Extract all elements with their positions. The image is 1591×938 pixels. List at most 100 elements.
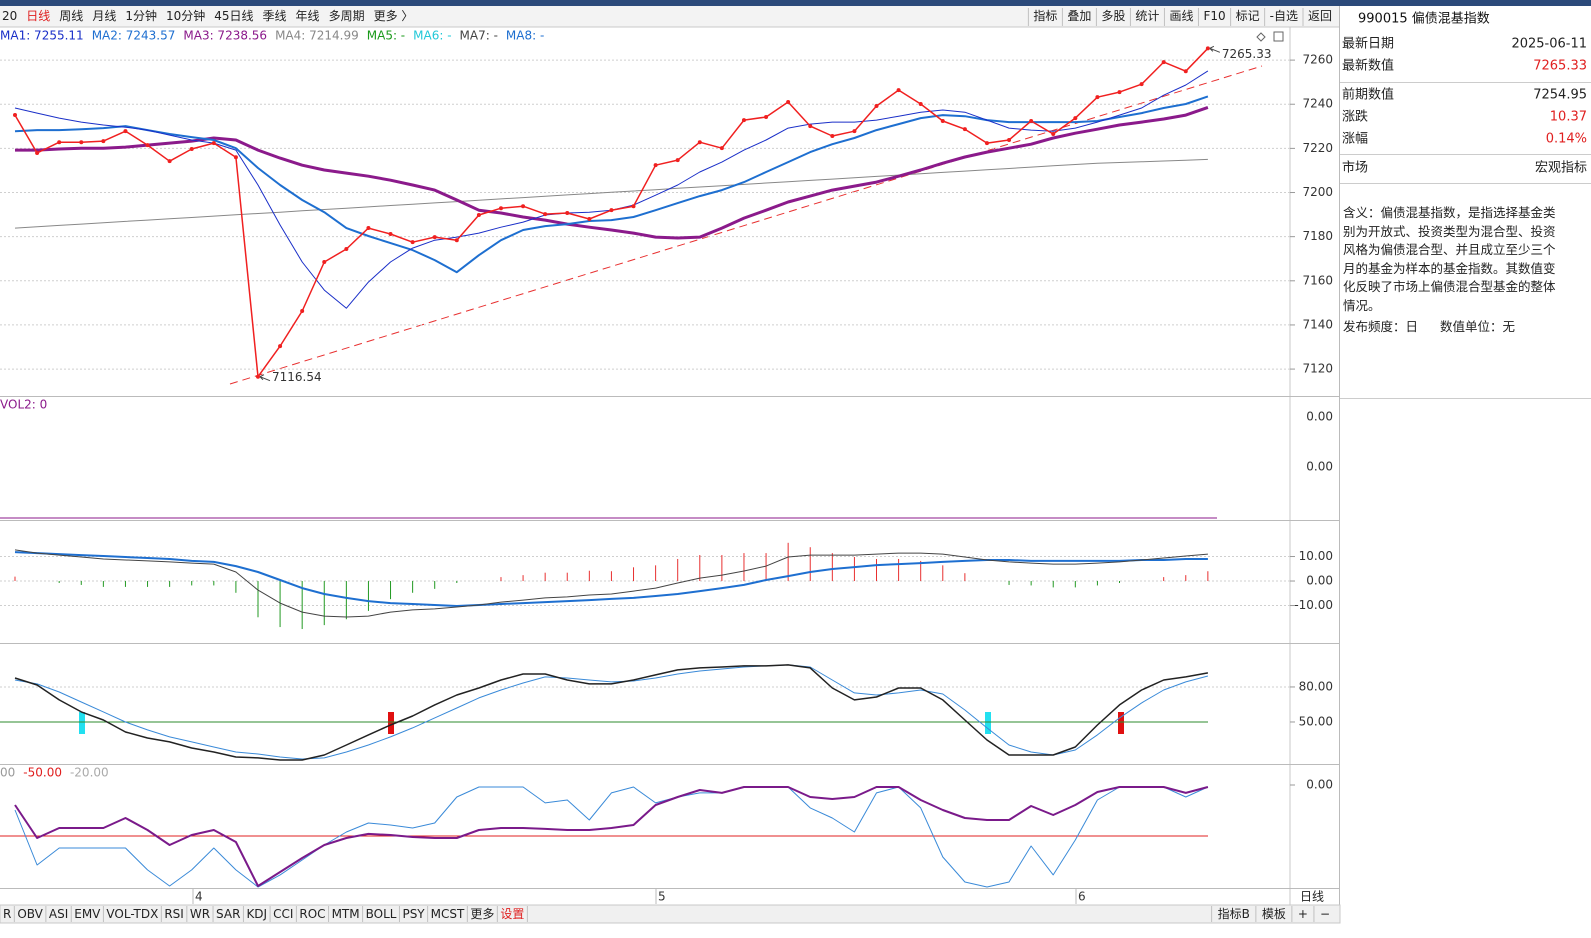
indicator-tab[interactable]: MTM	[332, 907, 360, 921]
y-tick-label: 0.00	[1306, 574, 1333, 588]
indicator-tab[interactable]: SAR	[216, 907, 240, 921]
indicator-tab[interactable]: RSI	[164, 907, 184, 921]
toolbar-item[interactable]: 周线	[59, 9, 83, 23]
price-point	[454, 238, 459, 243]
toolbar-button[interactable]: 多股	[1101, 9, 1125, 23]
toolbar-item[interactable]: 月线	[92, 9, 116, 23]
ma-legend: MA6: -	[413, 29, 451, 43]
toolbar-button[interactable]: 返回	[1308, 9, 1332, 23]
indicator-tab[interactable]: R	[3, 907, 11, 921]
price-point	[476, 213, 481, 218]
indicator-tab[interactable]: BOLL	[366, 907, 397, 921]
price-point	[808, 124, 813, 129]
icon[interactable]	[1256, 32, 1266, 42]
indicator-tab[interactable]: 更多	[470, 907, 494, 921]
y-tick-label: 50.00	[1299, 714, 1333, 728]
info-label: 最新数值	[1342, 58, 1394, 74]
y-tick-label: 7220	[1302, 141, 1333, 155]
x-tick-label: 4	[195, 890, 203, 904]
price-point	[984, 141, 989, 146]
price-point	[344, 247, 349, 252]
price-point	[1073, 116, 1078, 121]
toolbar-item[interactable]: 10分钟	[166, 8, 205, 23]
y-tick-label: -10.00	[1294, 598, 1333, 612]
price-point	[79, 140, 84, 145]
price-point	[675, 158, 680, 163]
price-point	[1183, 69, 1188, 74]
y-tick-label: 7160	[1302, 273, 1333, 287]
series-line	[14, 70, 1209, 309]
info-description: 含义：偏债混基指数，是指选择基金类别为开放式、投资类型为混合型、投资风格为偏债混…	[1343, 205, 1556, 313]
indicator-tab[interactable]: VOL-TDX	[106, 907, 158, 921]
toolbar-button[interactable]: 统计	[1135, 9, 1159, 23]
indicator-tab[interactable]: CCI	[273, 907, 293, 921]
indicator-header: VOL2: 0	[0, 398, 47, 412]
indicator-tab[interactable]: 设置	[500, 907, 524, 921]
info-frequency: 发布频度：日	[1343, 319, 1419, 334]
indicator-tab[interactable]: PSY	[402, 907, 425, 921]
price-point	[565, 211, 570, 216]
y-tick-label: 10.00	[1299, 549, 1333, 563]
toolbar-button[interactable]: 叠加	[1067, 9, 1091, 23]
price-point	[432, 235, 437, 240]
tab-button[interactable]: +	[1298, 907, 1308, 921]
toolbar-item[interactable]: 多周期	[329, 9, 365, 23]
toolbar-item[interactable]: 45日线	[214, 9, 253, 23]
annotation-label: 7265.33	[1222, 47, 1272, 61]
indicator-tab[interactable]: MCST	[431, 907, 465, 921]
info-value: 10.37	[1550, 110, 1587, 125]
toolbar	[0, 6, 1340, 27]
y-tick-label: 7200	[1302, 185, 1333, 199]
series-line	[14, 786, 1209, 887]
indicator-tab[interactable]: ROC	[299, 907, 325, 921]
toolbar-item[interactable]: 20	[2, 9, 17, 23]
indicator-tab[interactable]: EMV	[74, 907, 101, 921]
trend-line	[229, 65, 1263, 385]
indicator-tab[interactable]: OBV	[17, 907, 43, 921]
tab-button[interactable]: −	[1320, 907, 1330, 921]
info-value: 宏观指标	[1535, 161, 1587, 176]
price-point	[543, 212, 548, 217]
toolbar-button[interactable]: 指标	[1033, 8, 1057, 23]
tab-button[interactable]: 指标B	[1218, 906, 1250, 921]
title-bar	[0, 0, 1591, 6]
indicator-tab[interactable]: WR	[190, 907, 210, 921]
series-line	[14, 549, 1208, 618]
price-point	[410, 240, 415, 245]
icon[interactable]	[1273, 31, 1284, 42]
price-point	[233, 155, 238, 160]
price-point	[1095, 95, 1100, 100]
toolbar-item[interactable]: 日线	[26, 9, 50, 23]
toolbar-button[interactable]: 标记	[1236, 9, 1260, 23]
toolbar-item[interactable]: 1分钟	[125, 8, 157, 23]
toolbar-item[interactable]: 更多 〉	[374, 9, 414, 23]
series-line	[14, 664, 1209, 761]
price-point	[874, 104, 879, 109]
toolbar-button[interactable]: 画线	[1169, 9, 1193, 23]
series-line	[14, 551, 1208, 607]
tab-button[interactable]: 模板	[1262, 907, 1286, 921]
series-line	[14, 47, 1209, 378]
price-point	[13, 113, 17, 118]
price-point	[896, 88, 901, 93]
price-point	[167, 159, 172, 164]
indicator-tab[interactable]: KDJ	[246, 907, 267, 921]
toolbar-button[interactable]: F10	[1203, 9, 1225, 23]
ma-legend: MA1: 7255.11	[0, 29, 84, 43]
price-point	[1205, 46, 1210, 51]
signal-marker	[1118, 712, 1124, 734]
ma-legend: MA5: -	[367, 29, 405, 43]
toolbar-item[interactable]: 季线	[263, 9, 287, 23]
series-line	[14, 158, 1208, 229]
price-point	[940, 119, 945, 124]
toolbar-button[interactable]: -自选	[1270, 9, 1298, 23]
toolbar-item[interactable]: 年线	[296, 9, 320, 23]
info-footer: 发布频度：日 数值单位：无	[1343, 316, 1537, 335]
price-point	[145, 143, 150, 148]
price-point	[587, 217, 592, 222]
trend-line	[229, 65, 1263, 385]
signal-marker	[985, 712, 991, 734]
indicator-tab[interactable]: ASI	[49, 907, 68, 921]
